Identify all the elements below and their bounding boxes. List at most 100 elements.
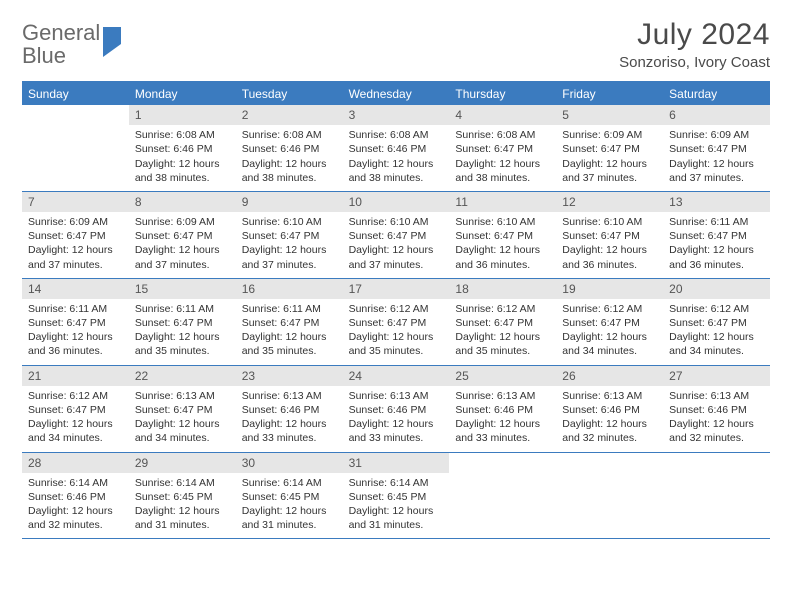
day-number: 29 <box>129 453 236 473</box>
calendar: SundayMondayTuesdayWednesdayThursdayFrid… <box>22 81 770 539</box>
title-block: July 2024 Sonzoriso, Ivory Coast <box>619 18 770 71</box>
day-body: Sunrise: 6:11 AMSunset: 6:47 PMDaylight:… <box>663 212 770 278</box>
sunrise-text: Sunrise: 6:11 AM <box>242 302 337 316</box>
daylight-text: Daylight: 12 hours <box>242 243 337 257</box>
day-body: Sunrise: 6:10 AMSunset: 6:47 PMDaylight:… <box>449 212 556 278</box>
sunrise-text: Sunrise: 6:10 AM <box>562 215 657 229</box>
daylight-text: and 38 minutes. <box>455 171 550 185</box>
daylight-text: and 31 minutes. <box>135 518 230 532</box>
day-number: 9 <box>236 192 343 212</box>
sunset-text: Sunset: 6:47 PM <box>562 142 657 156</box>
day-body: Sunrise: 6:13 AMSunset: 6:46 PMDaylight:… <box>236 386 343 452</box>
sunset-text: Sunset: 6:47 PM <box>135 229 230 243</box>
daylight-text: Daylight: 12 hours <box>135 330 230 344</box>
calendar-week: 28Sunrise: 6:14 AMSunset: 6:46 PMDayligh… <box>22 453 770 540</box>
sunrise-text: Sunrise: 6:13 AM <box>135 389 230 403</box>
sunset-text: Sunset: 6:46 PM <box>135 142 230 156</box>
logo-text: General Blue <box>22 22 121 68</box>
sunrise-text: Sunrise: 6:10 AM <box>455 215 550 229</box>
logo: General Blue <box>22 22 121 68</box>
calendar-day: 4Sunrise: 6:08 AMSunset: 6:47 PMDaylight… <box>449 105 556 191</box>
page-title: July 2024 <box>619 18 770 52</box>
daylight-text: and 36 minutes. <box>562 258 657 272</box>
logo-triangle-icon <box>103 27 121 57</box>
day-number: 26 <box>556 366 663 386</box>
sunset-text: Sunset: 6:47 PM <box>349 316 444 330</box>
daylight-text: Daylight: 12 hours <box>669 157 764 171</box>
daylight-text: Daylight: 12 hours <box>28 417 123 431</box>
day-number: 30 <box>236 453 343 473</box>
day-number: 3 <box>343 105 450 125</box>
daylight-text: Daylight: 12 hours <box>562 157 657 171</box>
calendar-day: 10Sunrise: 6:10 AMSunset: 6:47 PMDayligh… <box>343 192 450 278</box>
daylight-text: Daylight: 12 hours <box>349 417 444 431</box>
day-number: 6 <box>663 105 770 125</box>
sunset-text: Sunset: 6:47 PM <box>242 316 337 330</box>
calendar-week: 14Sunrise: 6:11 AMSunset: 6:47 PMDayligh… <box>22 279 770 366</box>
daylight-text: and 35 minutes. <box>242 344 337 358</box>
daylight-text: and 35 minutes. <box>135 344 230 358</box>
daylight-text: Daylight: 12 hours <box>349 243 444 257</box>
header: General Blue July 2024 Sonzoriso, Ivory … <box>22 18 770 71</box>
day-number: 28 <box>22 453 129 473</box>
daylight-text: Daylight: 12 hours <box>349 157 444 171</box>
sunrise-text: Sunrise: 6:11 AM <box>28 302 123 316</box>
calendar-day: 14Sunrise: 6:11 AMSunset: 6:47 PMDayligh… <box>22 279 129 365</box>
sunrise-text: Sunrise: 6:13 AM <box>669 389 764 403</box>
day-number: 25 <box>449 366 556 386</box>
day-number: 12 <box>556 192 663 212</box>
day-number: 1 <box>129 105 236 125</box>
calendar-day: . <box>556 453 663 539</box>
day-body: Sunrise: 6:12 AMSunset: 6:47 PMDaylight:… <box>663 299 770 365</box>
sunset-text: Sunset: 6:47 PM <box>135 316 230 330</box>
sunrise-text: Sunrise: 6:13 AM <box>349 389 444 403</box>
day-body: Sunrise: 6:12 AMSunset: 6:47 PMDaylight:… <box>449 299 556 365</box>
day-body: Sunrise: 6:09 AMSunset: 6:47 PMDaylight:… <box>22 212 129 278</box>
sunset-text: Sunset: 6:45 PM <box>135 490 230 504</box>
sunrise-text: Sunrise: 6:12 AM <box>562 302 657 316</box>
day-of-week-header: Wednesday <box>343 83 450 105</box>
day-number: 7 <box>22 192 129 212</box>
daylight-text: Daylight: 12 hours <box>669 417 764 431</box>
day-body: Sunrise: 6:14 AMSunset: 6:45 PMDaylight:… <box>236 473 343 539</box>
sunrise-text: Sunrise: 6:13 AM <box>242 389 337 403</box>
day-number: 15 <box>129 279 236 299</box>
daylight-text: Daylight: 12 hours <box>455 157 550 171</box>
daylight-text: and 33 minutes. <box>349 431 444 445</box>
day-body: Sunrise: 6:12 AMSunset: 6:47 PMDaylight:… <box>22 386 129 452</box>
sunrise-text: Sunrise: 6:14 AM <box>28 476 123 490</box>
calendar-week: 21Sunrise: 6:12 AMSunset: 6:47 PMDayligh… <box>22 366 770 453</box>
day-body: Sunrise: 6:08 AMSunset: 6:46 PMDaylight:… <box>343 125 450 191</box>
sunrise-text: Sunrise: 6:08 AM <box>135 128 230 142</box>
sunrise-text: Sunrise: 6:13 AM <box>455 389 550 403</box>
sunrise-text: Sunrise: 6:12 AM <box>28 389 123 403</box>
daylight-text: Daylight: 12 hours <box>455 330 550 344</box>
calendar-day: 11Sunrise: 6:10 AMSunset: 6:47 PMDayligh… <box>449 192 556 278</box>
calendar-day: 23Sunrise: 6:13 AMSunset: 6:46 PMDayligh… <box>236 366 343 452</box>
calendar-day: 7Sunrise: 6:09 AMSunset: 6:47 PMDaylight… <box>22 192 129 278</box>
calendar-day: 28Sunrise: 6:14 AMSunset: 6:46 PMDayligh… <box>22 453 129 539</box>
day-body: Sunrise: 6:14 AMSunset: 6:45 PMDaylight:… <box>129 473 236 539</box>
calendar-day: 31Sunrise: 6:14 AMSunset: 6:45 PMDayligh… <box>343 453 450 539</box>
calendar-day: 1Sunrise: 6:08 AMSunset: 6:46 PMDaylight… <box>129 105 236 191</box>
daylight-text: and 34 minutes. <box>562 344 657 358</box>
sunset-text: Sunset: 6:47 PM <box>669 142 764 156</box>
calendar-week: 7Sunrise: 6:09 AMSunset: 6:47 PMDaylight… <box>22 192 770 279</box>
day-body: Sunrise: 6:09 AMSunset: 6:47 PMDaylight:… <box>129 212 236 278</box>
day-body: Sunrise: 6:09 AMSunset: 6:47 PMDaylight:… <box>556 125 663 191</box>
sunset-text: Sunset: 6:47 PM <box>455 229 550 243</box>
calendar-day: 25Sunrise: 6:13 AMSunset: 6:46 PMDayligh… <box>449 366 556 452</box>
daylight-text: and 37 minutes. <box>349 258 444 272</box>
weeks-container: .1Sunrise: 6:08 AMSunset: 6:46 PMDayligh… <box>22 105 770 539</box>
sunrise-text: Sunrise: 6:09 AM <box>669 128 764 142</box>
day-body: Sunrise: 6:12 AMSunset: 6:47 PMDaylight:… <box>556 299 663 365</box>
day-of-week-header: Monday <box>129 83 236 105</box>
day-body: Sunrise: 6:12 AMSunset: 6:47 PMDaylight:… <box>343 299 450 365</box>
sunset-text: Sunset: 6:46 PM <box>349 403 444 417</box>
daylight-text: Daylight: 12 hours <box>135 417 230 431</box>
calendar-day: 26Sunrise: 6:13 AMSunset: 6:46 PMDayligh… <box>556 366 663 452</box>
day-number: 2 <box>236 105 343 125</box>
calendar-day: 13Sunrise: 6:11 AMSunset: 6:47 PMDayligh… <box>663 192 770 278</box>
daylight-text: and 37 minutes. <box>242 258 337 272</box>
sunrise-text: Sunrise: 6:09 AM <box>135 215 230 229</box>
